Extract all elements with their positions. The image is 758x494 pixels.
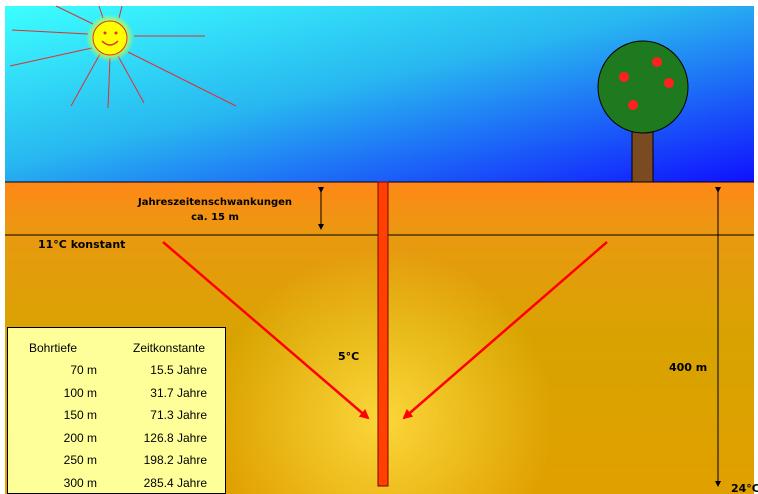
table-header-row: Bohrtiefe Zeitkonstante: [8, 341, 225, 359]
total-depth-label: 400 m: [669, 361, 707, 374]
table-header-depth: Bohrtiefe: [29, 341, 78, 355]
probe-temp-label: 5°C: [338, 350, 359, 363]
table-row: 250 m 198.2 Jahre: [8, 449, 225, 472]
heat-flow-arrow-left: [162, 241, 370, 420]
table-cell-depth: 70 m: [70, 363, 97, 377]
table-cell-time: 126.8 Jahre: [143, 430, 207, 445]
table-header-time-constant: Zeitkonstante: [133, 341, 206, 355]
seasonal-title-label: Jahreszeitenschwankungen: [137, 197, 292, 208]
table-row: 300 m 285.4 Jahre: [8, 472, 225, 494]
table-cell-depth: 300 m: [63, 475, 97, 490]
table-row: 150 m 71.3 Jahre: [8, 404, 225, 427]
sun-icon: [9, 5, 237, 109]
borehole-probe: [377, 181, 389, 487]
table-cell-time: 31.7 Jahre: [150, 385, 207, 400]
table-cell-time: 285.4 Jahre: [143, 475, 207, 490]
table-row: 70 m 15.5 Jahre: [8, 359, 225, 382]
tree-icon: [597, 40, 689, 183]
table-row: 200 m 126.8 Jahre: [8, 427, 225, 450]
table-cell-depth: 100 m: [63, 385, 97, 400]
table-cell-depth: 150 m: [63, 408, 97, 422]
depth-time-table: Bohrtiefe Zeitkonstante 70 m 15.5 Jahre …: [7, 327, 226, 494]
table-row: 100 m 31.7 Jahre: [8, 382, 225, 405]
constant-temp-label: 11°C konstant: [38, 238, 125, 251]
seasonal-depth-label: ca. 15 m: [191, 212, 239, 223]
table-cell-depth: 200 m: [63, 430, 97, 445]
table-cell-time: 198.2 Jahre: [143, 453, 207, 467]
table-cell-time: 15.5 Jahre: [150, 363, 207, 377]
table-cell-time: 71.3 Jahre: [150, 408, 207, 422]
heat-flow-arrow-right: [402, 241, 608, 420]
bottom-temp-label: 24°C: [731, 482, 758, 494]
table-cell-depth: 250 m: [63, 453, 97, 467]
